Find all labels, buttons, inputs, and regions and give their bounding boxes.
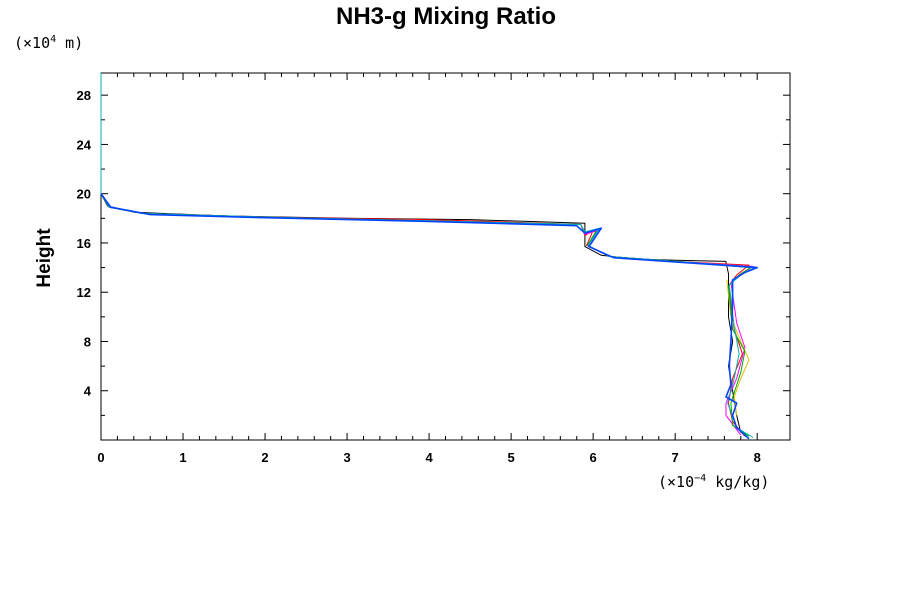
- series-line-cyan: [100, 73, 756, 438]
- y-tick-label: 16: [77, 236, 91, 251]
- x-unit-prefix: (×10: [658, 473, 694, 491]
- y-tick-label: 4: [84, 384, 92, 399]
- x-tick-label: 4: [425, 450, 433, 465]
- x-tick-label: 1: [179, 450, 186, 465]
- x-unit-exponent: −4: [694, 473, 706, 484]
- x-tick-label: 0: [97, 450, 104, 465]
- y-tick-label: 28: [77, 88, 91, 103]
- x-tick-label: 2: [261, 450, 268, 465]
- x-tick-label: 6: [590, 450, 597, 465]
- series-line-yellow: [726, 279, 750, 416]
- y-tick-label: 8: [84, 334, 91, 349]
- y-unit-suffix: m): [56, 34, 83, 52]
- x-tick-label: 8: [754, 450, 761, 465]
- series-line-blue: [100, 193, 758, 440]
- series-line-black: [100, 73, 742, 433]
- x-tick-label: 7: [672, 450, 679, 465]
- series-line-magenta: [100, 193, 754, 436]
- x-axis-ticks: 0 1 2 3 4 5 6 7 8: [97, 73, 761, 465]
- y-unit-exponent: 4: [50, 34, 56, 45]
- y-unit-prefix: (×10: [14, 34, 50, 52]
- y-tick-label: 24: [77, 137, 92, 152]
- y-axis-label: Height: [34, 228, 55, 288]
- plot-frame: [100, 72, 791, 441]
- y-axis-ticks: 4 8 12 16 20 24 28: [77, 88, 790, 416]
- x-axis-unit: (×10−4 kg/kg): [658, 473, 769, 491]
- series-line-red: [100, 193, 750, 437]
- x-tick-label: 3: [343, 450, 350, 465]
- series-lines: [100, 73, 758, 440]
- x-unit-suffix: kg/kg): [706, 473, 769, 491]
- y-tick-label: 12: [77, 285, 91, 300]
- y-axis-unit: (×104 m): [14, 34, 83, 52]
- series-line-green: [100, 193, 752, 437]
- x-tick-label: 5: [508, 450, 515, 465]
- y-tick-label: 20: [77, 187, 91, 202]
- chart-title: NH3-g Mixing Ratio: [336, 3, 556, 30]
